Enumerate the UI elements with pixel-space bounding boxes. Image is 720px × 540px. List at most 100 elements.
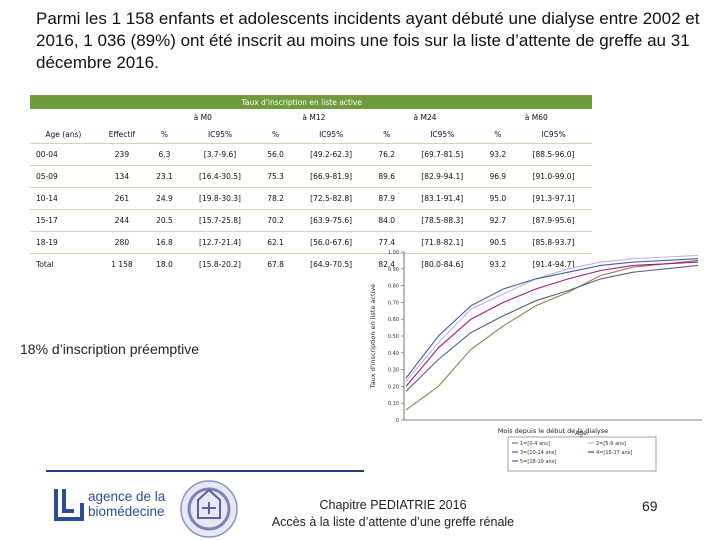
y-tick-label: 0.10 [388, 401, 399, 407]
y-axis-label: Taux d'inscription en liste active [369, 284, 377, 389]
column-header: Effectif [108, 129, 136, 139]
table-cell: 280 [96, 231, 148, 254]
table-cell: [87.9-95.6] [515, 209, 592, 232]
table-cell: [66.9-81.9] [292, 165, 370, 188]
logo-line-1: agence de la [88, 489, 166, 504]
table-cell: 24.9 [147, 187, 182, 210]
table-cell: [15.7-25.8] [181, 209, 259, 232]
table-cell: [91.4-94.7] [515, 253, 592, 275]
y-tick-label: 0.80 [388, 284, 399, 290]
table-cell: Total [30, 253, 97, 275]
table-cell: 05-09 [30, 165, 97, 188]
table-cell: [91.3-97.1] [515, 187, 592, 210]
table-row: 05-09 134 23.1 [16.4-30.5] 75.3 [66.9-81.9] 89… [30, 165, 592, 188]
y-tick-label: 0 [396, 418, 399, 424]
table-cell: [80.0-84.6] [403, 253, 481, 275]
footer: Chapitre PEDIATRIE 2016 Accès à la liste… [258, 497, 528, 531]
table-cell: 6.3 [147, 143, 182, 166]
table-cell: 16.8 [147, 231, 182, 254]
table-cell: [15.8-20.2] [181, 253, 259, 275]
table-cell: 10-14 [30, 187, 97, 210]
table-cell: [88.5-96.0] [515, 143, 592, 166]
month-group-label: à M60 [524, 112, 548, 122]
y-tick-label: 0.30 [388, 368, 399, 374]
column-header: IC95% [207, 129, 233, 139]
table-cell: 93.2 [480, 253, 516, 275]
table-cell: [16.4-30.5] [181, 165, 259, 188]
y-tick-label: 0.50 [388, 334, 399, 340]
y-tick-label: 1.00 [388, 250, 399, 256]
table-cell: [19.8-30.3] [181, 187, 259, 210]
table-cell: [12.7-21.4] [181, 231, 259, 254]
table-row: Total 1 158 18.0 [15.8-20.2] 67.8 [64.9-70.5]… [30, 253, 592, 275]
table-cell: [63.9-75.6] [292, 209, 370, 232]
table-cell: 134 [96, 165, 148, 188]
table-cell: 89.6 [369, 165, 404, 188]
table-cell: 00-04 [30, 143, 97, 166]
table-cell: 92.7 [480, 209, 516, 232]
column-header: IC95% [541, 129, 566, 139]
month-group-label: à M12 [302, 112, 326, 122]
series-line [405, 254, 699, 382]
table-cell: 87.9 [369, 187, 404, 210]
table-cell: 20.5 [147, 209, 182, 232]
footer-subtitle: Accès à la liste d’attente d’une greffe … [271, 515, 515, 529]
table-cell: [78.5-88.3] [403, 209, 481, 232]
table-cell: [83.1-91.4] [403, 187, 481, 210]
legend-label: 3=[10-14 ans] [520, 450, 556, 456]
column-header: IC95% [319, 129, 344, 139]
table-cell: [91.0-99.0] [515, 165, 592, 188]
table-cell: 77.4 [369, 231, 404, 254]
legend-label: 2=[5-9 ans] [596, 441, 626, 447]
table-cell: 15-17 [30, 209, 97, 232]
emblem-icon [180, 480, 238, 538]
table-cell: 244 [96, 209, 148, 232]
y-tick-label: 0.70 [388, 300, 399, 306]
table-row: 00-04 239 6.3 [3.7-9.6] 56.0 [49.2-62.3] 76.2[… [30, 143, 592, 166]
table-cell: 261 [96, 187, 148, 210]
logo-line-2: biomédecine [88, 504, 165, 519]
legend-label: 5=[18-19 ans] [520, 459, 556, 465]
table-cell: 95.0 [480, 187, 516, 210]
series-line [405, 264, 699, 392]
y-tick-label: 0.90 [388, 267, 399, 273]
table-row: 15-17 244 20.5 [15.7-25.8] 70.2 [63.9-75.6] 84… [30, 209, 592, 232]
table-cell: 70.2 [258, 209, 293, 232]
table-cell: 84.0 [369, 209, 404, 232]
table-cell: 239 [96, 143, 148, 166]
inscription-rate-table: Taux d'inscription en liste active à M0 … [30, 95, 592, 275]
table-cell: 56.0 [258, 143, 293, 166]
table-cell: 62.1 [258, 231, 293, 254]
table-cell: 67.8 [258, 253, 293, 275]
table-cell: [56.0-67.6] [292, 231, 370, 254]
table-cell: 90.5 [480, 231, 516, 254]
table-cell: 18-19 [30, 231, 97, 254]
column-header: % [160, 129, 169, 139]
table-cell: 75.3 [258, 165, 293, 188]
column-header: % [383, 129, 391, 139]
footer-divider [46, 470, 364, 472]
table-cell: [71.8-82.1] [403, 231, 481, 254]
legend-title: Age: [575, 430, 589, 437]
table-cell: [69.7-81.5] [403, 143, 481, 166]
page-number: 69 [642, 498, 658, 514]
preemptive-note: 18% d’inscription préemptive [20, 341, 199, 357]
month-group-label: à M0 [193, 112, 212, 122]
logo-mark-icon [54, 489, 84, 521]
column-header: Age (ans) [45, 129, 82, 139]
table-cell: 78.2 [258, 187, 293, 210]
table-cell: 76.2 [369, 143, 404, 166]
legend-box [507, 436, 657, 472]
column-header: % [494, 129, 502, 139]
table-banner: Taux d'inscription en liste active [30, 95, 592, 109]
table-cell: [49.2-62.3] [292, 143, 370, 166]
slide-title: Parmi les 1 158 enfants et adolescents i… [36, 9, 700, 72]
series-line [405, 258, 699, 379]
y-tick-label: 0.40 [388, 351, 399, 357]
table-row: 18-19 280 16.8 [12.7-21.4] 62.1 [56.0-67.6] 77… [30, 231, 592, 254]
table-cell: 23.1 [147, 165, 182, 188]
month-group-label: à M24 [413, 112, 437, 122]
table-cell: 1 158 [96, 253, 148, 275]
table-cell: 96.9 [480, 165, 516, 188]
